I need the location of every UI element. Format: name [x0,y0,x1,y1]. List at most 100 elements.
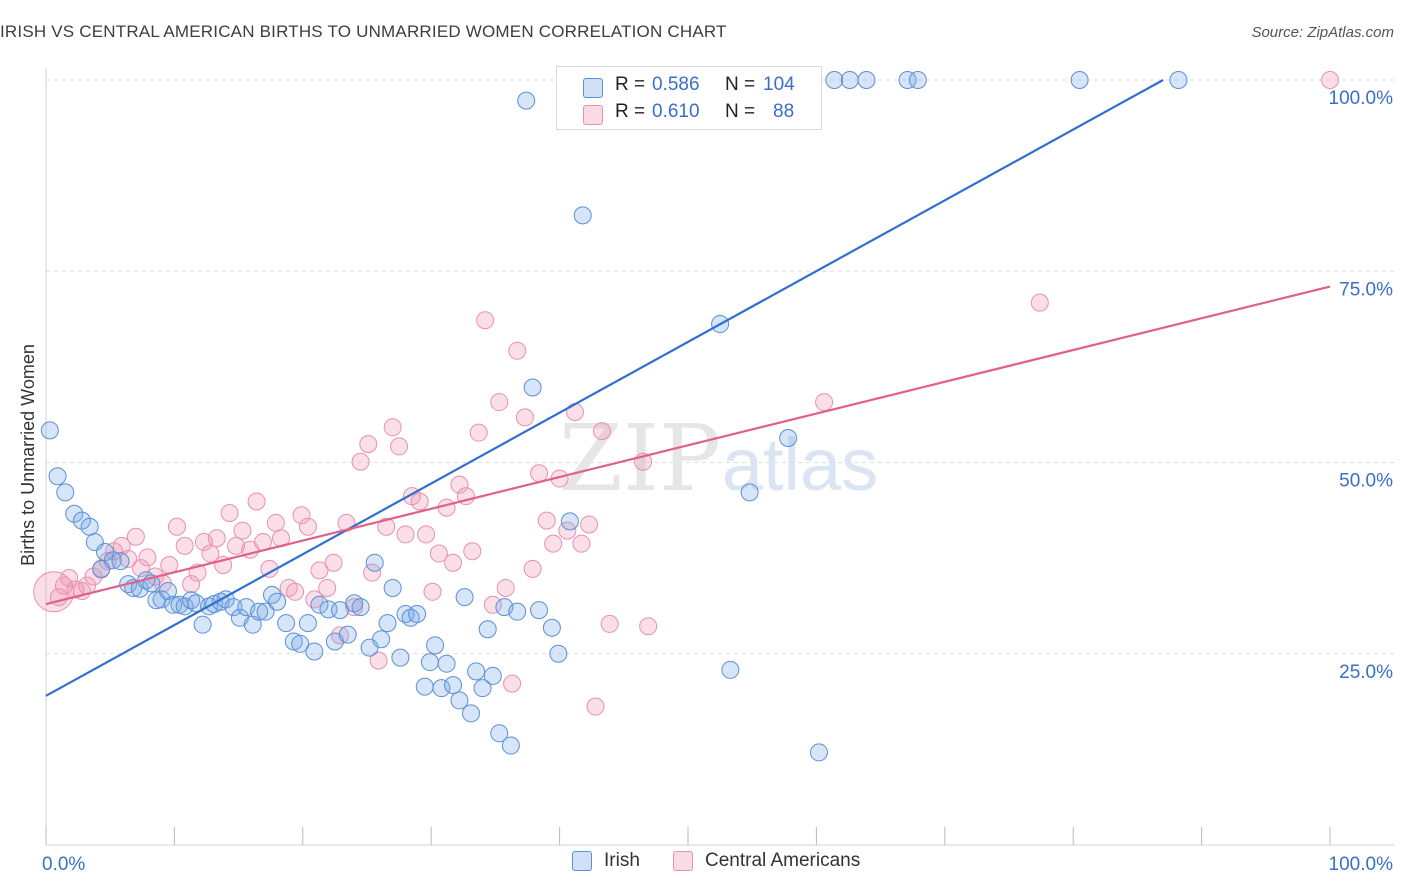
point-central-americans [537,511,556,530]
irish-r-value: 0.586 [652,74,700,95]
point-central-americans [450,475,469,494]
point-irish [809,743,828,762]
point-central-americans [66,580,85,599]
point-central-americans [592,422,611,441]
point-central-americans [286,582,305,601]
point-central-americans [469,423,488,442]
irish-r-label: R = [615,74,646,95]
chart-title: IRISH VS CENTRAL AMERICAN BIRTHS TO UNMA… [0,22,727,41]
point-central-americans [305,590,324,609]
point-central-americans [126,527,145,546]
point-irish [908,71,927,89]
point-central-americans [266,513,285,532]
point-central-americans [410,492,429,511]
point-irish [383,578,402,597]
trend-line-central-americans [45,285,1331,606]
ca-n-label: N = [725,101,756,122]
point-irish [426,636,445,655]
point-central-americans [318,578,337,597]
x-tick-label-0: 0.0% [42,854,85,875]
x-tick-label-1: 100.0% [1329,854,1394,875]
point-irish [478,620,497,639]
point-irish [277,614,296,633]
x-axis [45,68,1394,846]
point-irish [508,602,527,621]
point-central-americans [310,561,329,580]
point-central-americans [390,437,409,456]
point-irish [523,378,542,397]
y-tick-label-3: 100.0% [1329,88,1394,109]
point-irish [898,71,917,89]
point-central-americans [503,674,522,693]
point-irish [310,595,329,614]
point-central-americans [383,418,402,437]
point-central-americans [1321,71,1339,89]
legend-irish-swatch [572,851,592,871]
point-irish [268,592,287,611]
point-irish [224,598,243,617]
chart-source: Source: ZipAtlas.com [1251,24,1394,41]
point-central-americans [60,569,79,588]
point-central-americans [523,559,542,578]
point-irish [256,602,275,621]
point-irish [721,660,740,679]
point-central-americans [359,435,378,454]
point-central-americans [112,536,131,555]
point-central-americans [331,626,350,645]
point-central-americans [508,341,527,360]
point-irish [158,582,177,601]
point-central-americans [396,525,415,544]
ca-r-value: 0.610 [652,101,700,122]
point-irish [462,704,481,723]
point-irish [408,604,427,623]
point-irish [182,591,201,610]
point-irish [455,588,474,607]
point-central-americans [377,517,396,536]
watermark-zip: ZIP [559,405,721,512]
y-axis-label: Births to Unmarried Women [18,344,38,566]
point-central-americans [483,595,502,614]
legend-item-central-americans[interactable]: Central Americans [673,850,860,872]
point-irish [530,601,549,620]
y-tick-labels: 25.0% 50.0% 75.0% 100.0% [1329,88,1394,683]
point-irish [857,71,876,89]
point-central-americans [298,517,317,536]
y-tick-label-0: 25.0% [1339,662,1393,683]
point-irish [80,517,99,536]
series-central-americans [33,71,1339,716]
point-irish [501,736,520,755]
point-central-americans [580,515,599,534]
point-central-americans [530,464,549,483]
point-irish [467,662,486,681]
point-irish [40,421,59,440]
point-irish [490,724,509,743]
point-central-americans [292,506,311,525]
point-irish [378,614,397,633]
y-tick-label-1: 50.0% [1339,471,1393,492]
point-central-americans [463,542,482,561]
point-central-americans [544,534,563,553]
point-central-americans [417,525,436,544]
point-central-americans [233,521,252,540]
point-central-americans [423,582,442,601]
legend-irish-label: Irish [604,850,640,871]
ca-n-value: 88 [773,101,795,122]
trend-lines [45,79,1331,697]
point-irish [825,71,844,89]
point-irish [56,483,75,502]
legend-item-irish[interactable]: Irish [572,850,640,872]
point-central-americans [515,408,534,427]
point-central-americans [247,492,266,511]
point-irish [351,598,370,617]
point-irish [365,553,384,572]
trend-line-irish [45,79,1164,697]
point-irish [305,642,324,661]
x-tick-labels: 0.0% 100.0% [42,854,1393,875]
point-irish [432,679,451,698]
point-central-americans [351,452,370,471]
point-central-americans [207,529,226,548]
point-central-americans [437,498,456,517]
ca-r-label: R = [615,101,646,122]
point-central-americans [490,393,509,412]
